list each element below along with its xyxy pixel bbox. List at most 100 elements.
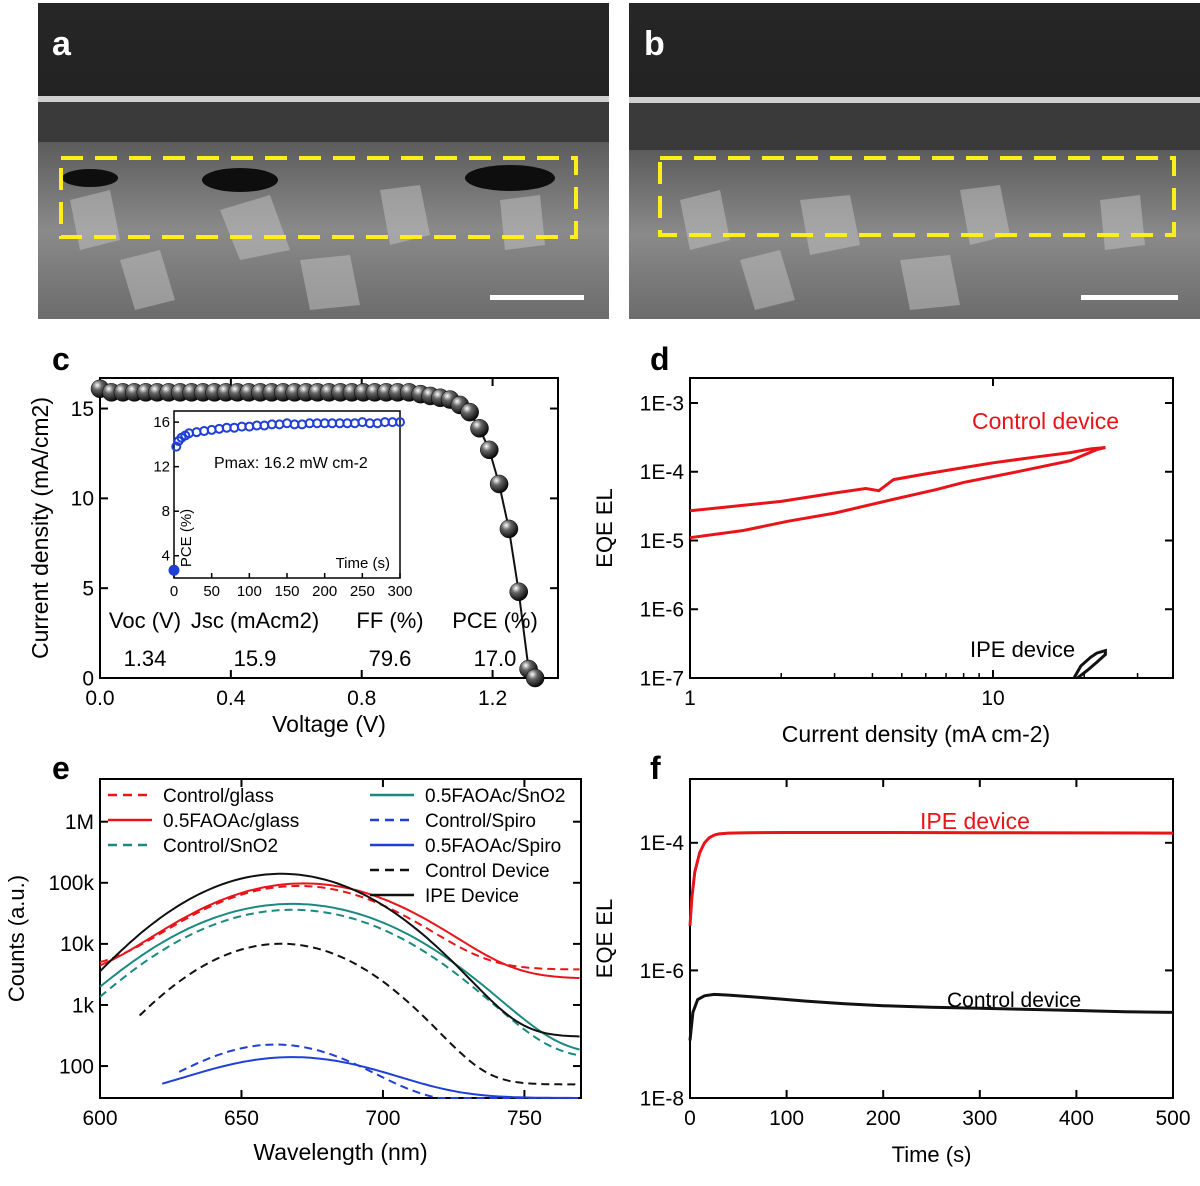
series-line-control [688,992,1174,1041]
table-header: Jsc (mAcm2) [191,608,319,633]
inset-x-tick-label: 100 [237,583,262,600]
x-tick-label-f: 0 [684,1107,696,1130]
jv-point [525,668,545,688]
x-axis-title-c: Voltage (V) [272,711,386,737]
y-tick-label-f: 1E-8 [640,1087,684,1110]
chart-d: 1 10 1E-7 1E-6 1E-5 1E-4 1E-3 Current density (… [592,341,1174,747]
y-tick-label-d: 1E-4 [640,461,685,484]
inset-y-title: PCE (%) [178,509,195,567]
plot-frame-c [99,377,559,679]
inset-x-tick-label: 200 [312,583,337,600]
y-axis-title-f: EQE EL [592,899,617,978]
series-line-ipe [688,831,1174,926]
x-tick-label-e: 700 [365,1107,400,1130]
panel-label-a: a [52,25,72,63]
y-tick-label-e: 1M [65,811,94,834]
x-tick-label-c: 1.2 [478,687,507,710]
x-tick-label-f: 500 [1155,1107,1190,1130]
y-axis-title-c: Current density (mA/cm2) [27,397,53,659]
legend-label: Control/SnO2 [163,836,278,857]
inset-x-tick-label: 150 [274,583,299,600]
sem-panel-a: a [38,3,609,319]
chart-f: 0 100 200 300 400 500 1E-8 1E-6 1E-4 Time (s) EQE … [592,750,1191,1167]
x-axis-title-f: Time (s) [892,1142,972,1167]
x-tick-label-f: 100 [769,1107,804,1130]
inset-x-tick-label: 50 [203,583,220,600]
series-line-control [689,446,1106,540]
annotation-control: Control device [947,989,1081,1012]
y-tick-label-e: 10k [60,933,94,956]
spectrum-control-spiro [178,1043,579,1099]
table-value: 79.6 [369,646,412,671]
jv-point [480,440,499,460]
legend-label: Control/Spiro [425,811,536,832]
inset-frame [173,410,401,579]
table-header: PCE (%) [452,608,538,633]
jv-point [470,419,489,438]
inset-x-tick-label: 250 [350,583,375,600]
jv-point [509,582,528,602]
x-axis-title-d: Current density (mA cm-2) [782,721,1050,747]
y-tick-label-d: 1E-5 [640,530,684,553]
x-tick-label-f: 300 [962,1107,997,1130]
chart-e: 600 650 700 750 100 1k 10k 100k 1M Wavelength (nm… [4,750,582,1165]
y-tick-label-c: 5 [82,578,94,601]
legend-label: Control/glass [163,786,274,807]
inset-x-tick-label: 0 [170,583,178,600]
spectrum-control-sno2 [99,908,580,1057]
spectrum-0-5faoac-sno2 [99,902,580,1051]
x-tick-label-c: 0.0 [85,687,114,710]
table-header: Voc (V) [109,608,181,633]
spectrum-0-5faoac-spiro [161,1056,579,1099]
table-value: 1.34 [124,646,167,671]
panel-label-e: e [52,750,70,786]
table-value: 15.9 [234,646,277,671]
inset-x-tick-label: 300 [387,583,412,600]
plot-frame-e [99,778,582,1099]
x-tick-label-e: 750 [507,1107,542,1130]
table-header: FF (%) [356,608,423,633]
plot-frame-f [689,778,1174,1099]
y-tick-label-e: 1k [72,994,95,1017]
panel-label-d: d [650,341,670,377]
annotation-control: Control device [972,408,1119,434]
x-tick-label-c: 0.8 [347,687,376,710]
plot-frame-d [689,377,1174,679]
inset-point [395,417,405,428]
highlight-box-b [658,156,1176,237]
jv-point [489,474,509,494]
x-tick-label-f: 200 [866,1107,901,1130]
y-tick-label-c: 0 [82,667,94,690]
legend-label: IPE Device [425,886,519,907]
y-axis-title-d: EQE EL [592,488,617,567]
legend-label: 0.5FAOAc/Spiro [425,836,561,857]
table-value: 17.0 [474,646,517,671]
legend-label: Control Device [425,861,550,882]
y-tick-label-f: 1E-6 [640,960,684,983]
x-tick-label-d: 1 [684,687,696,710]
x-tick-label-c: 0.4 [216,687,246,710]
panel-label-c: c [52,341,70,377]
jv-point [499,519,519,539]
series-line-ipe [1072,648,1107,680]
annotation-ipe: IPE device [970,637,1075,662]
spectrum-control-device [138,942,581,1086]
inset-y-tick-label: 4 [162,548,170,565]
legend-label: 0.5FAOAc/SnO2 [425,786,565,807]
annotation-ipe: IPE device [920,808,1030,834]
y-tick-label-e: 100 [59,1055,94,1078]
inset-y-tick-label: 16 [153,414,170,431]
y-tick-label-d: 1E-6 [640,599,684,622]
sem-panel-b: b [629,3,1200,319]
x-tick-label-e: 600 [82,1107,117,1130]
y-tick-label-f: 1E-4 [640,832,685,855]
panel-label-f: f [650,750,661,786]
y-axis-title-e: Counts (a.u.) [4,875,29,1002]
highlight-box-a [59,156,578,239]
y-tick-label-d: 1E-3 [640,392,684,415]
inset-y-tick-label: 12 [153,459,170,476]
inset-point [171,441,182,452]
inset-x-title: Time (s) [336,555,390,572]
y-tick-label-d: 1E-7 [640,667,684,690]
